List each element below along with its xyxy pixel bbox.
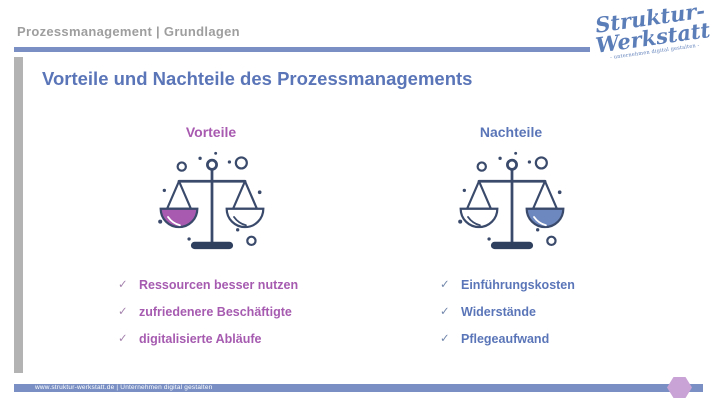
list-item-label: Pflegeaufwand	[461, 332, 550, 346]
balance-scale-nachteile-icon	[457, 150, 567, 262]
footer-hexagon	[667, 377, 692, 398]
list-item: ✓ Einführungskosten	[440, 272, 575, 299]
check-icon: ✓	[440, 306, 450, 318]
check-icon: ✓	[440, 333, 450, 345]
title-accent-bar	[14, 57, 23, 373]
check-icon: ✓	[440, 279, 450, 291]
list-item-label: zufriedenere Beschäftigte	[139, 305, 292, 319]
balance-scale-vorteile-icon	[157, 150, 267, 262]
list-item: ✓ Ressourcen besser nutzen	[118, 272, 298, 299]
list-item: ✓ zufriedenere Beschäftigte	[118, 299, 298, 326]
list-item: ✓ digitalisierte Abläufe	[118, 326, 298, 353]
list-item-label: digitalisierte Abläufe	[139, 332, 262, 346]
check-icon: ✓	[118, 333, 128, 345]
list-item: ✓ Widerstände	[440, 299, 575, 326]
list-item-label: Widerstände	[461, 305, 536, 319]
nachteile-list: ✓ Einführungskosten ✓ Widerstände ✓ Pfle…	[440, 272, 575, 353]
header-rule	[14, 47, 590, 52]
vorteile-heading: Vorteile	[185, 124, 237, 140]
logo: Struktur- Werkstatt - unternehmen digita…	[587, 0, 716, 63]
footer-bar: www.struktur-werkstatt.de | Unternehmen …	[14, 384, 703, 392]
list-item-label: Einführungskosten	[461, 278, 575, 292]
list-item-label: Ressourcen besser nutzen	[139, 278, 299, 292]
list-item: ✓ Pflegeaufwand	[440, 326, 575, 353]
nachteile-heading: Nachteile	[479, 124, 543, 140]
check-icon: ✓	[118, 306, 128, 318]
footer-url: www.struktur-werkstatt.de | Unternehmen …	[35, 384, 213, 391]
vorteile-list: ✓ Ressourcen besser nutzen ✓ zufriedener…	[118, 272, 298, 353]
breadcrumb: Prozessmanagement | Grundlagen	[17, 24, 240, 39]
check-icon: ✓	[118, 279, 128, 291]
page-title: Vorteile und Nachteile des Prozessmanage…	[42, 68, 473, 89]
